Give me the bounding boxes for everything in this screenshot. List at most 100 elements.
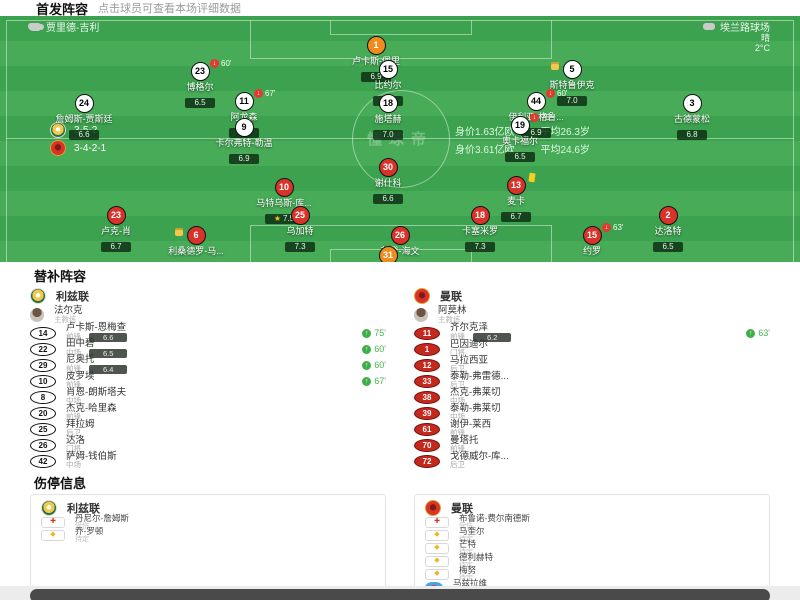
sub-player-name: 肖恩-朗斯塔夫 bbox=[66, 386, 127, 398]
sub-player-row[interactable]: 1 巴因迪尔 门将 bbox=[414, 340, 770, 357]
injury-cross-icon: ✚ bbox=[41, 517, 65, 528]
pitch-player-home-24[interactable]: 24 詹姆斯-贾斯廷 6.6 bbox=[36, 94, 132, 142]
sub-player-row[interactable]: 72 戈德威尔-库... 后卫 bbox=[414, 452, 770, 469]
player-rating-badge: 6.6 bbox=[373, 194, 403, 204]
injury-player-info: 布鲁诺-费尔南德斯 受伤 bbox=[459, 514, 530, 530]
sub-player-number: 42 bbox=[30, 454, 56, 468]
player-number-circle: 6 bbox=[174, 226, 206, 245]
player-rating-badge: ★ 7.5 bbox=[264, 214, 304, 224]
injury-player-info: 马奎尔 待定 bbox=[459, 527, 485, 543]
injury-row[interactable]: ◆ 芒特 待定 bbox=[425, 540, 759, 556]
player-name: 艾登-海文 bbox=[380, 246, 420, 256]
injury-row[interactable]: ✚ 布鲁诺-费尔南德斯 受伤 bbox=[425, 514, 759, 530]
player-number-circle: 10 bbox=[274, 178, 294, 197]
sub-player-position: 前锋 bbox=[66, 380, 81, 389]
pitch-player-away-13[interactable]: 13 麦卡 6.7 bbox=[468, 172, 564, 224]
away-coach-row: 阿莫林 主教练 bbox=[414, 304, 770, 325]
pitch-player-away-23[interactable]: 23 卢克-肖 6.7 bbox=[68, 206, 164, 254]
substitutes-away-column: 曼联 阿莫林 主教练 11 齐尔克泽 前锋 6.2 ↑ 63' 1 巴因迪尔 门将 12 马拉西亚后… bbox=[414, 287, 770, 469]
manutd-badge-icon bbox=[414, 287, 430, 304]
sub-player-position: 前锋 bbox=[66, 412, 81, 421]
sub-player-row[interactable]: 12 马拉西亚 后卫 bbox=[414, 356, 770, 373]
injury-status: 受伤 bbox=[459, 522, 473, 530]
sub-player-row[interactable]: 29 尼奥托 前锋 6.4 ↑ 60' bbox=[30, 354, 386, 374]
sub-player-row[interactable]: 26 达洛 门将 bbox=[30, 436, 386, 453]
sub-player-row[interactable]: 11 齐尔克泽 前锋 6.2 ↑ 63' bbox=[414, 323, 770, 342]
page-title: 首发阵容 bbox=[36, 1, 89, 17]
player-rating-badge: 6.7 bbox=[101, 242, 131, 252]
sub-player-row[interactable]: 14 卢卡斯-恩梅查 前锋 6.6 ↑ 75' bbox=[30, 323, 386, 342]
referee-row: 贾里德-吉利 bbox=[28, 19, 99, 34]
sub-player-row[interactable]: 70 曼塔托 前锋 bbox=[414, 436, 770, 454]
sub-player-row[interactable]: 33 泰勒-弗雷德... 后卫 bbox=[414, 372, 770, 389]
sub-player-row[interactable]: 8 肖恩-朗斯塔夫 中场 bbox=[30, 386, 386, 405]
sub-player-row[interactable]: 22 田中碧 中场 6.5 ↑ 60' bbox=[30, 338, 386, 358]
away-formation-row: 3-4-2-1 bbox=[50, 140, 106, 156]
player-number-circle: 30 bbox=[378, 158, 398, 177]
away-team-name: 曼联 bbox=[440, 290, 462, 303]
pitch-player-away-25[interactable]: 25 乌加特 7.3 bbox=[252, 206, 348, 254]
sub-player-position: 前锋 6.6 bbox=[66, 332, 362, 342]
sub-player-position: 门将 bbox=[450, 348, 465, 357]
player-name: 卢卡斯-佩里 bbox=[352, 56, 400, 66]
pitch-player-away-15[interactable]: 15↓63'约罗6.9 bbox=[544, 223, 640, 262]
home-average-age: 平均26.3岁 bbox=[540, 127, 590, 138]
sub-player-row[interactable]: 38 杰克-弗莱切 中场 bbox=[414, 388, 770, 405]
footer-bar[interactable] bbox=[30, 589, 770, 600]
sub-player-row[interactable]: 25 拜拉姆 后卫 bbox=[30, 420, 386, 437]
goal-box-bottom bbox=[330, 249, 472, 262]
injury-row[interactable]: ◆ 乔-罗顿 待定 bbox=[41, 527, 375, 543]
penalty-box-bottom bbox=[250, 225, 552, 262]
pitch-player-home-23[interactable]: 23 ↓ 60' 博格尔 6.5 bbox=[152, 59, 248, 110]
sub-player-row[interactable]: 10 皮罗埃 前锋 ↑ 67' bbox=[30, 372, 386, 389]
sub-player-row[interactable]: 42 萨姆-钱伯斯 中场 bbox=[30, 452, 386, 470]
sub-player-info: 萨姆-钱伯斯 中场 bbox=[66, 452, 386, 470]
home-coach-name: 法尔克 bbox=[54, 304, 83, 316]
pitch-player-away-31[interactable]: 31拉门斯6.8 bbox=[340, 246, 436, 262]
player-number-circle: 11 bbox=[234, 92, 254, 111]
pitch-player-home-9[interactable]: 9 卡尔弗特-勒温 6.9 bbox=[196, 118, 292, 166]
sub-off-minute: 60' bbox=[221, 59, 232, 68]
pitch-player-away-10[interactable]: 10 马特乌斯-库... ★ 7.5 bbox=[236, 178, 332, 226]
player-number-circle: 18 bbox=[378, 94, 398, 113]
injury-player-name: 梅努 bbox=[459, 565, 477, 575]
weather-row: 晴 2°C bbox=[755, 33, 770, 53]
away-coach-role: 主教练 bbox=[438, 314, 461, 324]
player-number-circle: 2 bbox=[658, 206, 678, 225]
player-number-circle: 31 bbox=[378, 246, 398, 262]
injury-status: 待定 bbox=[459, 561, 473, 569]
substituted-off-indicator: ↓ 67' bbox=[254, 89, 275, 98]
sub-player-name: 尼奥托 bbox=[66, 354, 95, 366]
pitch-player-home-18[interactable]: 18 施塔赫 7.0 bbox=[340, 94, 436, 142]
injury-row[interactable]: ◆ 马奎尔 待定 bbox=[425, 527, 759, 543]
sub-player-row[interactable]: 20 杰克-哈里森 前锋 bbox=[30, 404, 386, 421]
player-number-circle: 15 bbox=[582, 226, 602, 245]
pitch-player-away-30[interactable]: 30 谢什科 6.6 bbox=[340, 158, 436, 206]
captain-armband-icon bbox=[550, 62, 559, 70]
player-name: 詹姆斯-贾斯廷 bbox=[55, 114, 113, 124]
injury-row[interactable]: ◆ 梅努 待定 bbox=[425, 565, 759, 582]
sub-player-row[interactable]: 39 泰勒-弗莱切 中场 bbox=[414, 404, 770, 421]
pitch-player-home-1[interactable]: 1 卢卡斯-佩里 6.9 bbox=[328, 36, 424, 84]
sub-player-position: 门将 bbox=[66, 444, 81, 453]
pitch-player-away-2[interactable]: 2 达洛特 6.5 bbox=[620, 206, 716, 254]
sub-off-arrow-icon: ↓ bbox=[546, 89, 555, 98]
player-name: 约罗 bbox=[582, 246, 601, 256]
sub-player-name: 田中碧 bbox=[66, 338, 95, 350]
injury-row[interactable]: ✚ 丹尼尔-詹姆斯 受伤 bbox=[41, 514, 375, 530]
stadium-icon bbox=[703, 23, 715, 30]
sub-player-info: 曼塔托 前锋 bbox=[450, 436, 770, 454]
referee-name: 贾里德-吉利 bbox=[46, 23, 100, 34]
injury-row[interactable]: ◆ 德利赫特 待定 bbox=[425, 553, 759, 569]
sub-player-row[interactable]: 61 谢伊-莱西 前锋 bbox=[414, 420, 770, 437]
sub-in-minute: 60' bbox=[374, 344, 386, 354]
sub-in-minute: 60' bbox=[374, 360, 386, 370]
pitch-player-home-3[interactable]: 3 古德蒙松 6.8 bbox=[644, 94, 740, 142]
pitch-player-away-18[interactable]: 18 卡塞米罗 7.3 bbox=[432, 206, 528, 254]
player-number-circle: 25 bbox=[290, 206, 310, 225]
pitch-player-home-5[interactable]: 5 斯特鲁伊克 7.0 bbox=[524, 60, 620, 108]
pitch-player-home-19[interactable]: 19 ↓ 75' 奥卡福尔 6.5 bbox=[472, 113, 568, 164]
injury-status: 待定 bbox=[75, 535, 89, 543]
